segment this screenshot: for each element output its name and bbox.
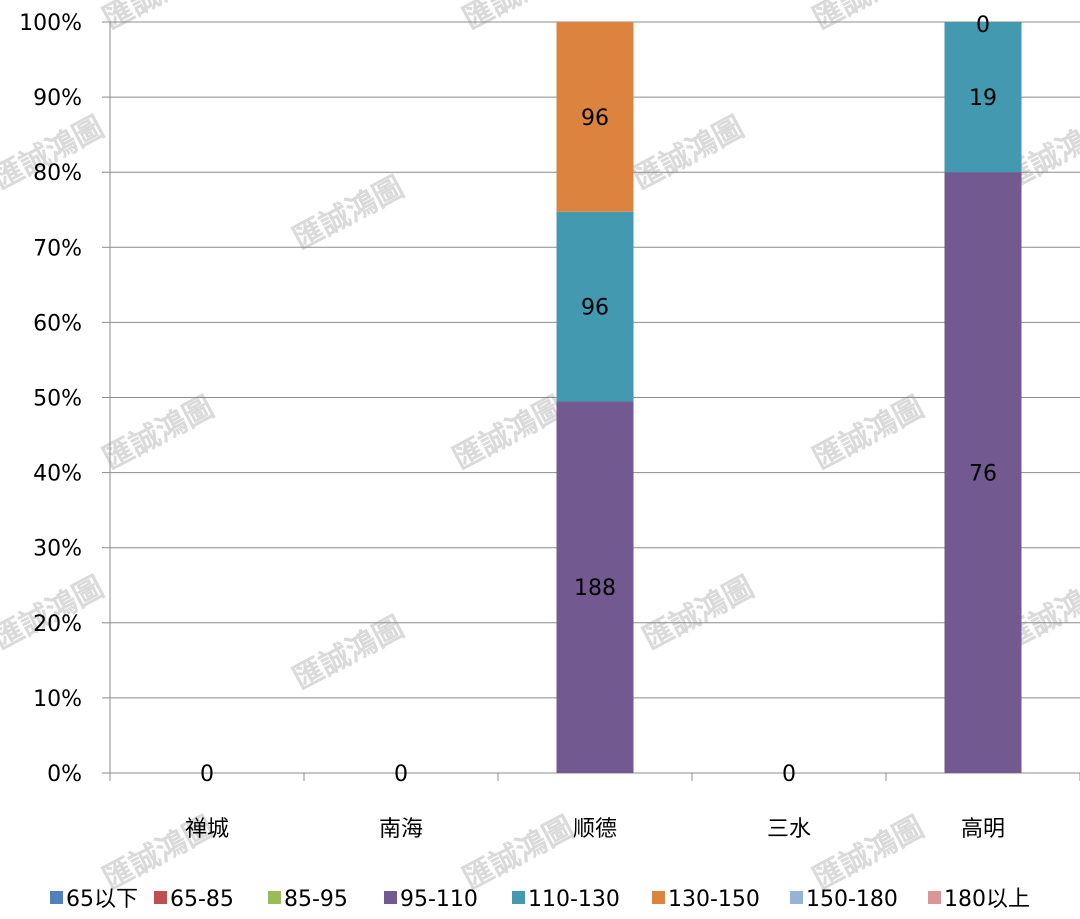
- x-tick-label: 三水: [767, 817, 811, 842]
- legend-swatch: [512, 891, 525, 904]
- y-tick-label: 90%: [33, 86, 82, 111]
- legend-swatch: [928, 891, 941, 904]
- data-label: 0: [394, 762, 408, 787]
- data-label: 0: [200, 762, 214, 787]
- watermark-text: 匯誠鴻圖: [807, 0, 929, 37]
- legend-swatch: [154, 891, 167, 904]
- bar-segment: [944, 22, 1022, 173]
- watermark-text: 匯誠鴻圖: [637, 570, 759, 657]
- y-tick-label: 10%: [33, 687, 82, 712]
- y-tick-label: 60%: [33, 311, 82, 336]
- x-tick-label: 南海: [379, 817, 423, 842]
- legend-swatch: [268, 891, 281, 904]
- y-tick-label: 0%: [47, 762, 82, 787]
- watermark-text: 匯誠鴻圖: [457, 810, 579, 897]
- watermark-text: 匯誠鴻圖: [447, 390, 569, 477]
- legend-label: 110-130: [528, 887, 620, 912]
- y-tick-label: 70%: [33, 236, 82, 261]
- legend-label: 95-110: [400, 887, 478, 912]
- legend-label: 65以下: [66, 887, 138, 912]
- data-label: 96: [581, 106, 609, 131]
- y-tick-label: 80%: [33, 161, 82, 186]
- y-tick-label: 40%: [33, 462, 82, 487]
- data-labels: 0 0 188 96 96 0 76 19 0: [200, 13, 997, 787]
- y-tick-label: 20%: [33, 612, 82, 637]
- data-label: 19: [969, 86, 997, 111]
- y-tick-label: 50%: [33, 387, 82, 412]
- data-label: 0: [782, 762, 796, 787]
- watermark-text: 匯誠鴻圖: [627, 110, 749, 197]
- y-axis-ticks: 0% 10% 20% 30% 40% 50% 60% 70% 80% 90% 100%: [19, 11, 82, 787]
- legend-label: 150-180: [806, 887, 898, 912]
- x-tick-label: 禅城: [185, 817, 229, 842]
- data-label: 76: [969, 462, 997, 487]
- watermark-text: 匯誠鴻圖: [97, 0, 219, 37]
- legend-label: 85-95: [284, 887, 348, 912]
- legend-swatch: [652, 891, 665, 904]
- bars: [556, 22, 1022, 773]
- bar-segment: [556, 22, 634, 212]
- data-label: 0: [976, 13, 990, 38]
- legend: 65以下 65-85 85-95 95-110 110-130 130-150 150-18…: [50, 887, 1030, 912]
- x-tick-label: 高明: [961, 817, 1005, 842]
- x-tick-label: 顺德: [573, 817, 617, 842]
- data-label: 96: [581, 296, 609, 321]
- y-tick-label: 30%: [33, 537, 82, 562]
- legend-label: 65-85: [170, 887, 234, 912]
- x-axis-ticks: 禅城 南海 顺德 三水 高明: [185, 817, 1005, 842]
- watermark-text: 匯誠鴻圖: [807, 810, 929, 897]
- legend-swatch: [50, 891, 63, 904]
- bar-segment: [556, 211, 634, 402]
- bar-segment: [944, 172, 1022, 773]
- bar-segment: [556, 401, 634, 773]
- y-tick-label: 100%: [19, 11, 82, 36]
- watermark-text: 匯誠鴻圖: [807, 390, 929, 477]
- legend-label: 180以上: [944, 887, 1030, 912]
- data-label: 188: [574, 576, 616, 601]
- legend-swatch: [790, 891, 803, 904]
- legend-label: 130-150: [668, 887, 760, 912]
- watermark-text: 匯誠鴻圖: [97, 390, 219, 477]
- watermark-text: 匯誠鴻圖: [287, 170, 409, 257]
- legend-swatch: [384, 891, 397, 904]
